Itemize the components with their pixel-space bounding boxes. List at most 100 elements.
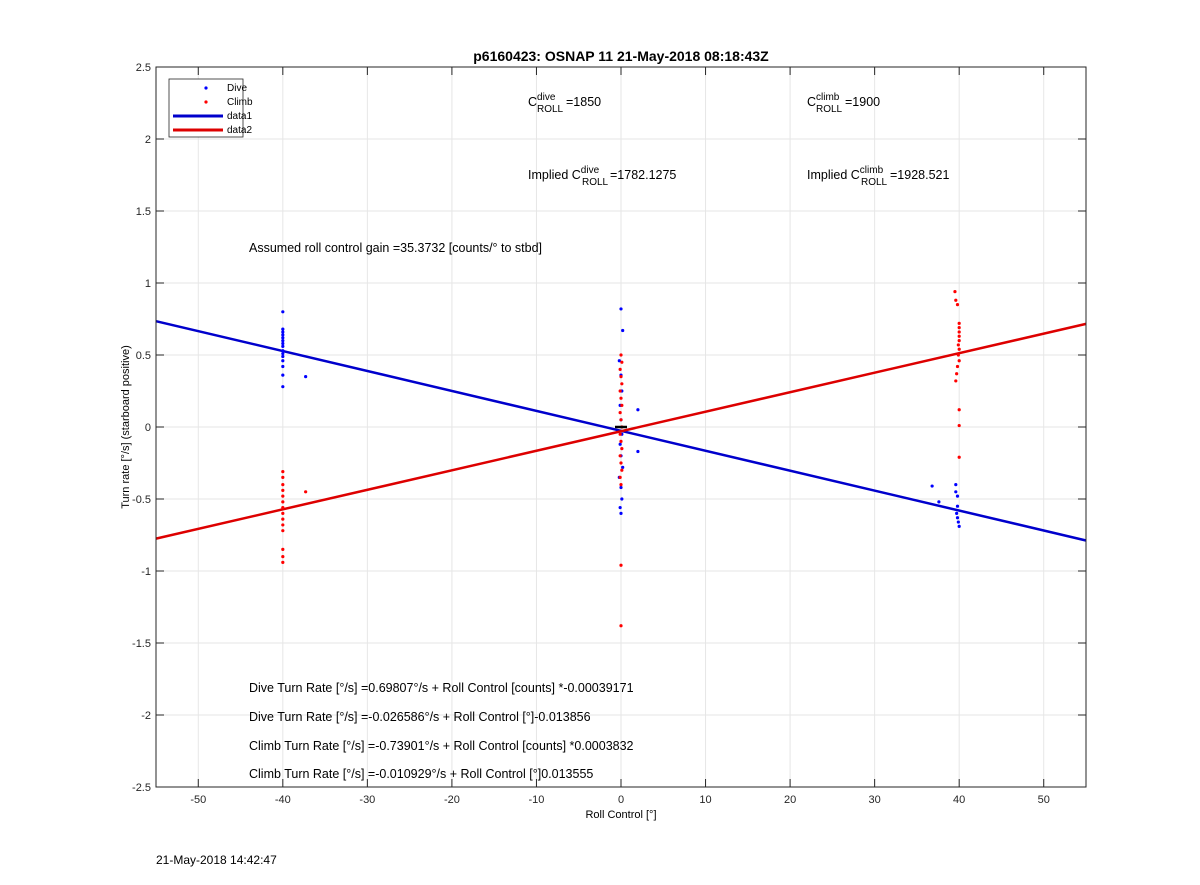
climb-equation-counts: Climb Turn Rate [°/s] =-0.73901°/s + Rol… — [249, 739, 634, 753]
dive-point — [619, 511, 623, 515]
x-tick-label: 20 — [784, 794, 796, 806]
legend-climb-label: Climb — [227, 97, 253, 108]
y-tick-label: -2.5 — [132, 782, 151, 794]
dive-point — [281, 373, 285, 377]
dive-point — [281, 341, 285, 346]
c-climb-annotation: Cclimb ROLL=1900 — [807, 92, 880, 115]
implied-dive-annotation: Implied Cdive ROLL=1782.1275 — [528, 165, 676, 188]
dive-point — [618, 506, 622, 510]
c-climb-letter: C — [807, 95, 816, 109]
legend-climb-marker — [204, 100, 208, 104]
y-tick-label: 0.5 — [136, 350, 151, 362]
climb-point — [281, 494, 285, 498]
gain-annotation: Assumed roll control gain =35.3732 [coun… — [249, 241, 542, 255]
c-climb-sup: climb — [816, 92, 840, 103]
dive-point — [636, 449, 640, 454]
climb-point — [955, 372, 959, 376]
climb-point — [954, 379, 958, 383]
y-tick-label: 1 — [145, 278, 151, 290]
climb-point — [956, 343, 960, 347]
climb-point — [953, 290, 957, 294]
c-dive-letter: C — [528, 95, 537, 109]
y-tick-label: 1.5 — [136, 206, 151, 218]
climb-point — [281, 488, 285, 492]
dive-point — [281, 385, 285, 389]
climb-point — [304, 490, 308, 494]
dive-point — [955, 511, 959, 515]
climb-point — [957, 334, 961, 338]
dive-equation-counts: Dive Turn Rate [°/s] =0.69807°/s + Roll … — [249, 681, 634, 695]
legend-data1-label: data1 — [227, 111, 252, 122]
climb-point — [281, 511, 285, 515]
dive-point — [619, 307, 623, 311]
climb-point — [281, 555, 285, 559]
climb-point — [955, 303, 960, 307]
climb-point — [619, 418, 623, 422]
implied-climb-value: =1928.521 — [890, 168, 949, 182]
climb-point — [619, 375, 623, 379]
x-tick-label: 40 — [953, 794, 965, 806]
climb-point — [956, 353, 960, 357]
climb-point — [957, 321, 961, 325]
dive-point — [281, 310, 285, 314]
dive-point — [930, 484, 934, 488]
y-tick-label: 0 — [145, 422, 151, 434]
dive-point — [281, 339, 285, 343]
dive-point — [281, 327, 285, 331]
climb-point — [281, 500, 285, 504]
climb-point — [281, 517, 285, 521]
x-tick-label: 50 — [1038, 794, 1050, 806]
climb-point — [618, 389, 622, 393]
dive-point — [281, 351, 285, 356]
axis-ticks: -50 -40 -30 -20 -10 0 10 20 30 40 50-2.5-2-1.5-1-0… — [132, 62, 1086, 806]
dive-point — [621, 465, 625, 469]
climb-point — [619, 439, 623, 443]
climb-point — [619, 483, 623, 487]
y-tick-label: -0.5 — [132, 494, 151, 506]
implied-climb-prefix: Implied C — [807, 168, 860, 182]
x-tick-label: -20 — [444, 794, 460, 806]
climb-point — [957, 423, 961, 428]
dive-point — [281, 336, 285, 340]
dive-point — [617, 359, 621, 363]
y-tick-label: 2 — [145, 134, 151, 146]
y-tick-label: -1 — [141, 566, 151, 578]
legend-data2-label: data2 — [227, 125, 252, 136]
climb-point — [957, 347, 961, 351]
implied-dive-prefix: Implied C — [528, 168, 581, 182]
climb-point — [620, 382, 624, 386]
climb-point — [619, 396, 623, 400]
climb-point — [618, 475, 622, 479]
dive-equation-degrees: Dive Turn Rate [°/s] =-0.026586°/s + Rol… — [249, 710, 591, 724]
climb-point — [955, 364, 960, 369]
climb-point — [618, 454, 622, 458]
legend: Dive Climb data1 data2 — [168, 78, 253, 138]
chart-title: p6160423: OSNAP 11 21-May-2018 08:18:43Z — [473, 48, 769, 64]
dive-point — [281, 333, 285, 337]
climb-point — [619, 353, 623, 357]
implied-climb-sup: climb — [860, 165, 884, 176]
x-tick-label: 30 — [869, 794, 881, 806]
climb-point — [957, 455, 961, 459]
c-climb-value: =1900 — [845, 95, 880, 109]
legend-dive-marker — [204, 86, 208, 90]
dive-point — [618, 442, 622, 446]
climb-point — [281, 483, 285, 487]
c-dive-value: =1850 — [566, 95, 601, 109]
x-tick-label: -30 — [359, 794, 375, 806]
climb-point — [954, 298, 958, 302]
climb-point — [619, 461, 623, 465]
climb-point — [620, 360, 624, 364]
dive-point — [955, 516, 960, 520]
climb-point — [281, 523, 285, 527]
dive-point — [937, 500, 941, 504]
climb-point — [618, 367, 622, 371]
dive-point — [281, 359, 285, 363]
climb-point — [620, 403, 624, 407]
implied-climb-annotation: Implied Cclimb ROLL=1928.521 — [807, 165, 949, 188]
dive-point — [281, 349, 285, 353]
climb-point — [620, 468, 624, 472]
implied-dive-sup: dive — [581, 165, 600, 176]
dive-point — [620, 497, 624, 501]
